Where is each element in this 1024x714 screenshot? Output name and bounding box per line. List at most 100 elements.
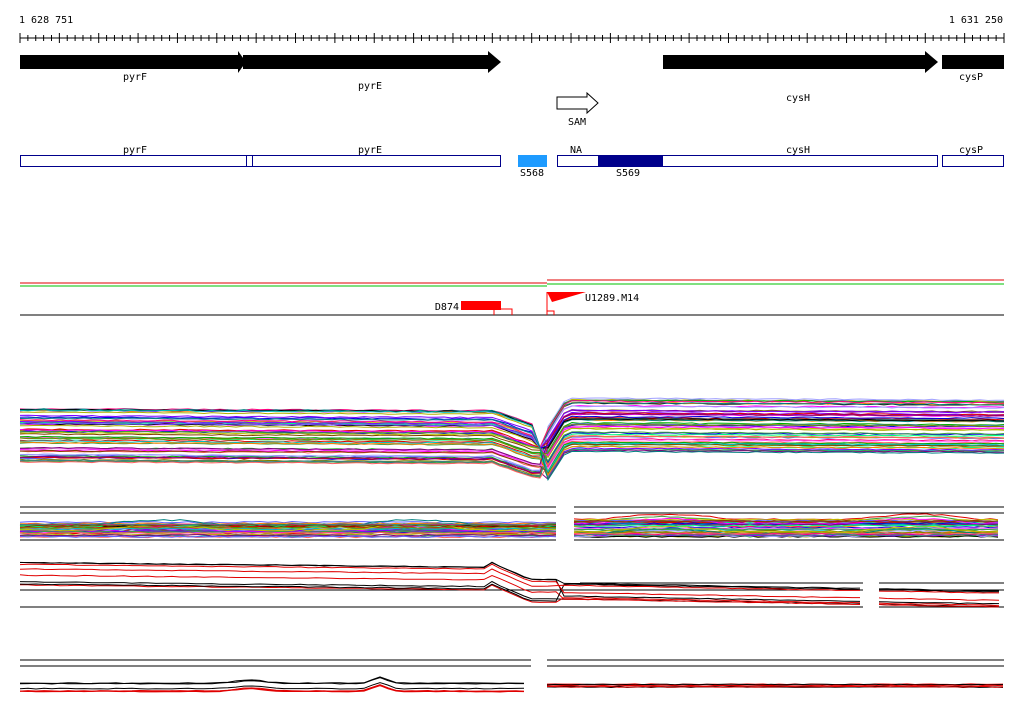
expression-track-bottom	[19, 659, 1004, 693]
coordinate-ruler: 1 628 751 1 631 250	[19, 15, 1005, 43]
gene-arrow-cysH[interactable]	[663, 51, 938, 73]
expression-profile-line	[19, 449, 1005, 481]
segment-label-S569: S569	[616, 168, 640, 179]
ruler-end-label: 1 631 250	[949, 15, 1003, 26]
gene-arrow-pyrF[interactable]	[20, 51, 246, 73]
ruler-ticks	[19, 33, 1005, 43]
riboswitch-label: SAM	[568, 117, 586, 128]
expression-profile-line	[19, 441, 1005, 477]
tss-bracket-D874	[493, 308, 513, 315]
expression-profile-line	[19, 523, 556, 532]
expression-profile-line	[19, 561, 861, 602]
transcript-box-cysH[interactable]	[557, 155, 938, 167]
expression-profile-line	[19, 442, 1004, 474]
tss-flag-U1289[interactable]	[547, 292, 586, 302]
expression-profile-line	[19, 685, 525, 693]
expression-profile-line	[19, 533, 557, 536]
expression-profile-line	[19, 402, 1005, 450]
expression-profile-line	[19, 435, 1005, 479]
expression-profile-line	[19, 424, 1005, 459]
expression-profile-line	[878, 601, 1000, 605]
expression-profile-line	[878, 588, 1000, 592]
expression-profile-line	[19, 533, 557, 537]
expression-profile-line	[19, 425, 1005, 457]
expression-profile-line	[19, 397, 1005, 471]
expression-profile-line	[19, 409, 1005, 474]
expression-profile-line	[19, 563, 860, 599]
transcript-label-pyrE: pyrE	[358, 145, 382, 156]
expression-profile-line	[19, 580, 861, 605]
transcript-label-cysH: cysH	[786, 145, 810, 156]
segment-S569[interactable]	[598, 155, 663, 167]
ruler-start-label: 1 628 751	[19, 15, 73, 26]
gene-arrow-cysP[interactable]	[942, 55, 1004, 69]
expression-track-replicates	[19, 561, 1004, 608]
tss-label-U1289: U1289.M14	[585, 293, 639, 304]
expression-profile-line	[19, 677, 524, 685]
transcript-box-pyrE[interactable]	[252, 155, 501, 167]
expression-profile-line	[573, 524, 999, 527]
expression-profile-line	[19, 682, 525, 690]
expression-profile-line	[19, 401, 1005, 449]
expression-profile-line	[19, 531, 557, 535]
tss-block-D874[interactable]	[461, 301, 501, 310]
expression-profile-line	[19, 399, 1005, 449]
tss-track: D874 U1289.M14	[20, 279, 1004, 316]
transcript-label-na: NA	[570, 145, 582, 156]
expression-profile-line	[19, 427, 1005, 459]
expression-profile-line	[19, 412, 1005, 449]
expression-profile-line	[19, 584, 861, 604]
gene-track: pyrF pyrE cysH cysP SAM	[20, 51, 1004, 128]
transcript-box-cysP[interactable]	[942, 155, 1004, 167]
expression-profile-line	[546, 684, 1004, 687]
expression-profile-line	[19, 535, 557, 538]
expression-profile-line	[19, 435, 1005, 473]
gene-label-pyrE: pyrE	[358, 81, 382, 92]
expression-track-conditions	[19, 397, 1005, 482]
expression-profile-line	[20, 413, 1005, 465]
expression-profile-line	[878, 589, 1000, 593]
expression-profile-line	[878, 604, 1000, 608]
expression-profile-line	[19, 583, 861, 602]
gene-label-cysH: cysH	[786, 93, 810, 104]
expression-profile-line	[19, 423, 1005, 455]
expression-profile-line	[19, 524, 557, 527]
gene-label-cysP: cysP	[959, 72, 983, 83]
expression-profile-line	[573, 518, 999, 522]
expression-profile-line	[19, 430, 1005, 462]
transcript-track: pyrF pyrE NA cysH cysP S568 S569	[20, 145, 1004, 179]
segment-S568[interactable]	[518, 155, 547, 167]
expression-profile-line	[546, 685, 1004, 688]
expression-profile-line	[19, 530, 557, 534]
segment-label-S568: S568	[520, 168, 544, 179]
expression-profile-line	[19, 568, 860, 591]
transcript-label-pyrF: pyrF	[123, 145, 147, 156]
expression-profile-line	[19, 417, 1005, 482]
gene-label-pyrF: pyrF	[123, 72, 147, 83]
expression-profile-line	[573, 529, 999, 538]
expression-profile-line	[573, 517, 998, 525]
expression-profile-line	[19, 526, 557, 529]
expression-profile-line	[546, 683, 1004, 686]
transcript-label-cysP: cysP	[959, 145, 983, 156]
expression-profile-line	[573, 527, 999, 531]
tss-label-D874: D874	[435, 302, 459, 313]
transcript-box-pyrF[interactable]	[20, 155, 247, 167]
expression-profile-line	[19, 408, 1005, 469]
expression-profile-line	[19, 409, 1005, 450]
expression-profile-line	[573, 519, 999, 523]
expression-profile-line	[19, 522, 557, 526]
expression-profile-line	[574, 533, 999, 537]
gene-arrow-pyrE[interactable]	[243, 51, 501, 73]
expression-profile-line	[573, 531, 999, 534]
transcript-box-intergenic[interactable]	[246, 155, 253, 167]
expression-profile-line	[19, 684, 525, 692]
expression-profile-line	[878, 590, 1000, 594]
expression-profile-line	[573, 525, 999, 534]
expression-track-tiling	[19, 506, 1004, 541]
expression-profile-line	[878, 597, 1000, 601]
expression-profile-line	[19, 413, 1005, 467]
riboswitch-arrow[interactable]	[556, 91, 599, 115]
expression-profile-line	[573, 523, 999, 527]
